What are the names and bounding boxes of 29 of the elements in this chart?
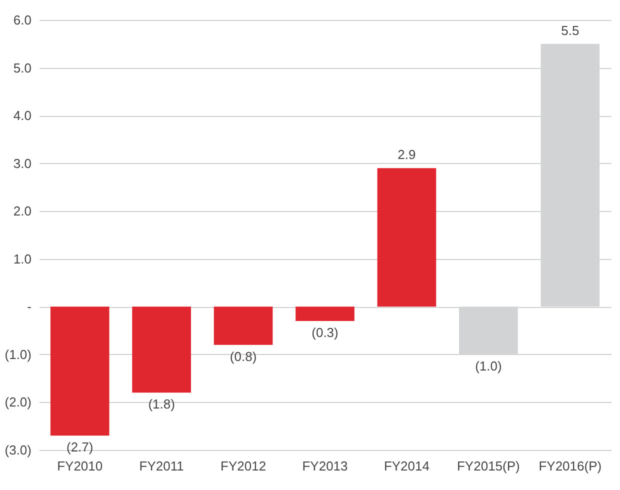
bar [377,168,436,307]
bar [132,306,191,393]
y-tick-label: 1.0 [13,251,32,266]
data-label: (1.8) [148,396,175,412]
y-tick-label: (1.0) [4,346,32,362]
data-label: (1.0) [475,358,502,374]
data-label: 2.9 [398,147,416,162]
data-label: (2.7) [66,440,94,455]
x-tick-label: FY2015(P) [456,458,520,474]
x-tick-label: FY2011 [139,458,184,474]
y-tick-label: 3.0 [13,156,32,171]
y-tick-label: 6.0 [13,12,32,28]
x-tick-label: FY2010 [57,458,103,474]
data-label: (0.3) [312,325,338,340]
y-tick-label: 2.0 [13,204,32,219]
data-label: 5.5 [561,22,580,38]
x-tick-label: FY2014 [384,458,430,474]
y-tick-label: 4.0 [13,108,32,124]
bar [50,306,110,436]
y-tick-label: (2.0) [4,394,32,410]
bar [296,306,354,321]
y-tick-label: 5.0 [13,60,32,76]
data-label: (0.8) [230,348,257,364]
x-tick-label: FY2012 [220,458,266,474]
y-tick-label: (3.0) [4,442,32,458]
y-tick-label: - [27,299,32,314]
x-tick-label: FY2016(P) [538,458,602,474]
x-tick-label: FY2013 [302,458,348,474]
bar [214,306,273,345]
